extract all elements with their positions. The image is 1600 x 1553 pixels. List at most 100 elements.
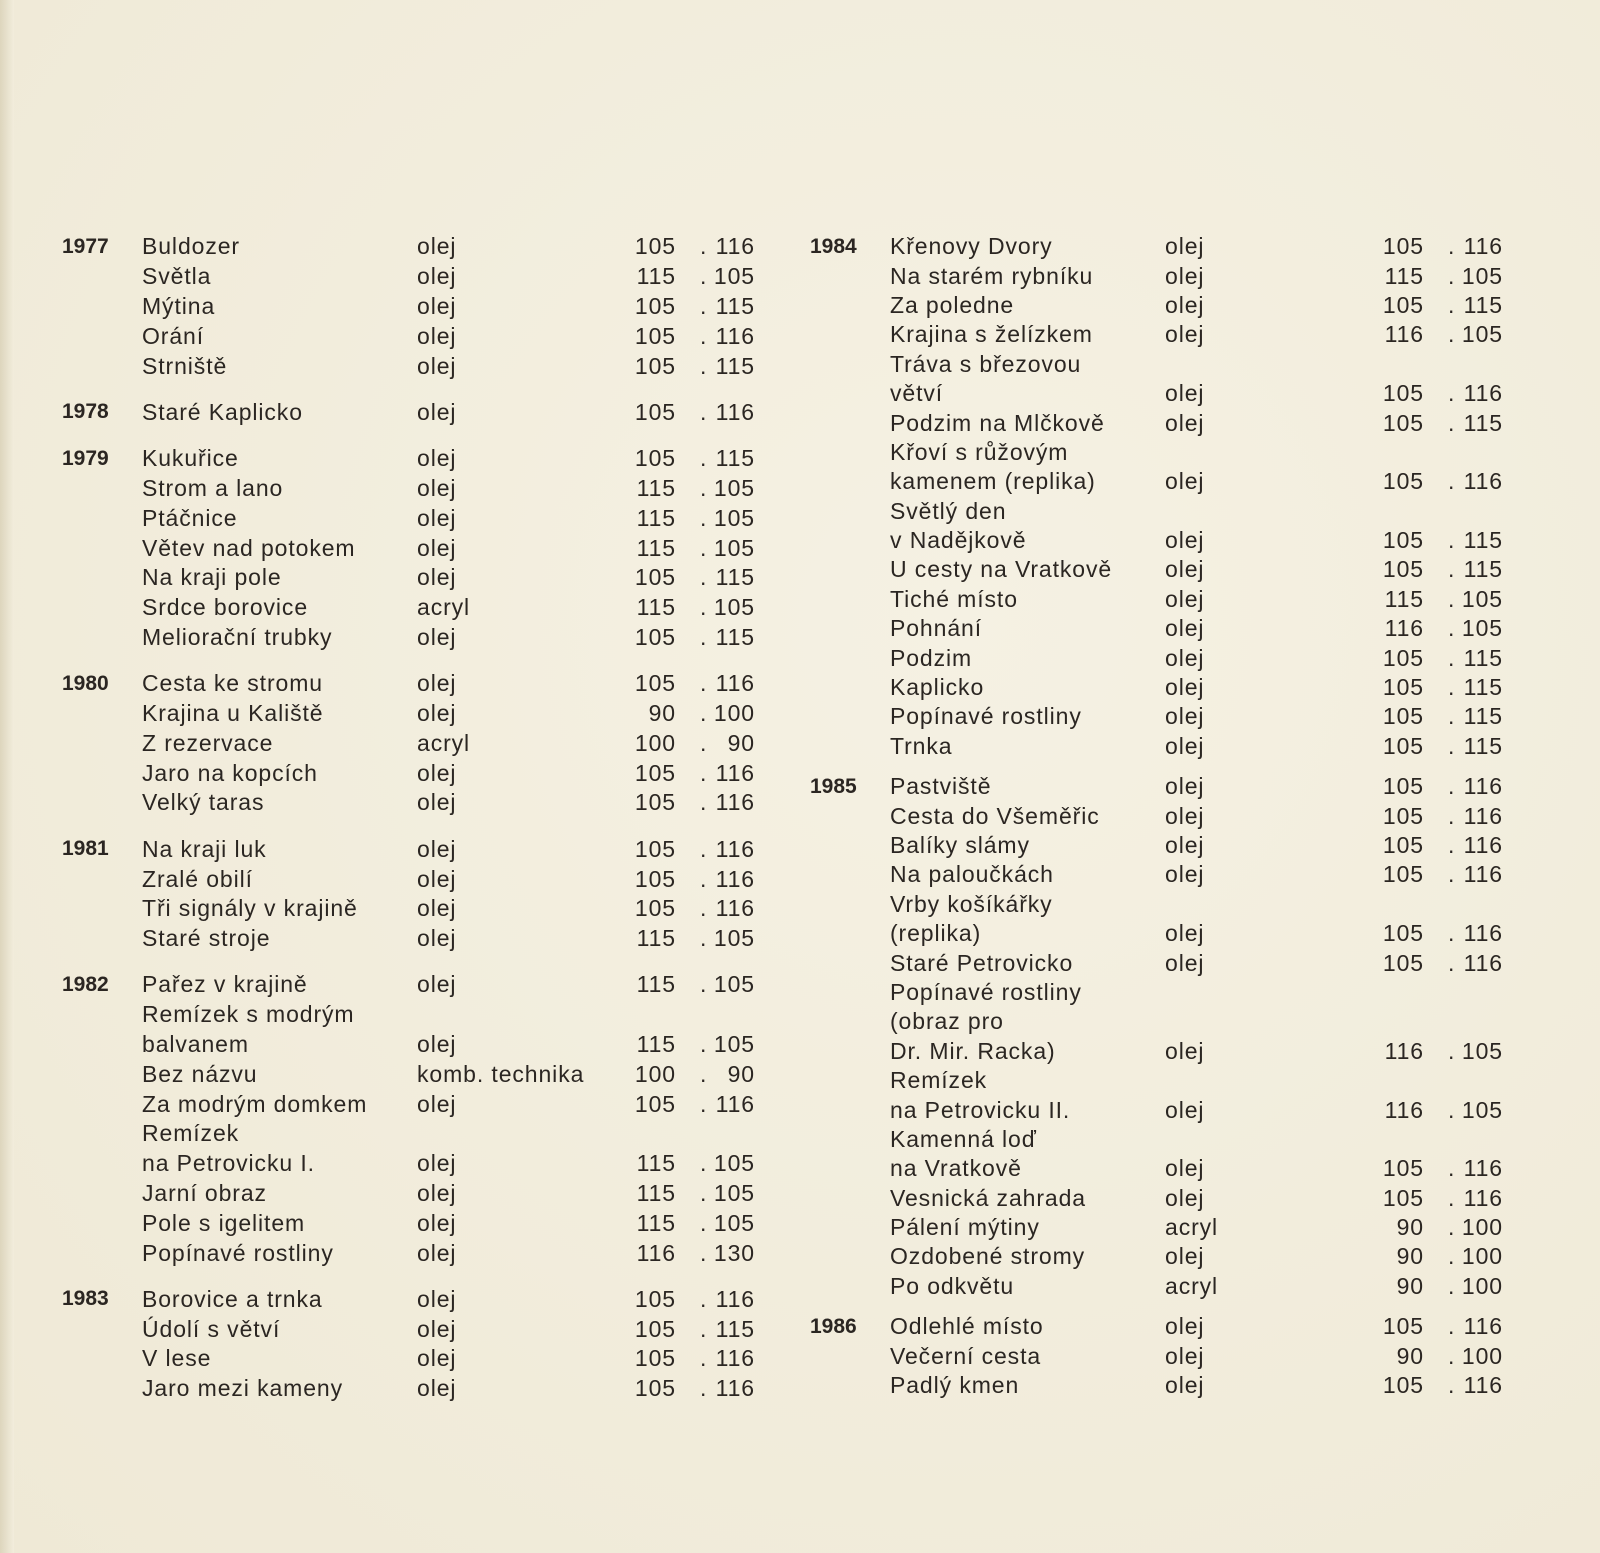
dimension-separator: . xyxy=(700,1031,708,1058)
artwork-title: Meliorační trubky xyxy=(142,623,333,650)
artwork-title: Tiché místo xyxy=(890,585,1018,612)
artwork-width: 116 xyxy=(1384,615,1424,642)
artwork-width: 105 xyxy=(634,352,676,379)
dimension-separator: . xyxy=(700,1150,708,1177)
artwork-medium: olej xyxy=(1165,527,1205,554)
catalog-row: Cesta do Všeměřic olej 105. 116 xyxy=(810,801,1527,830)
catalog-row: Remízek xyxy=(810,1066,1527,1095)
artwork-height: 116 xyxy=(1463,949,1503,976)
artwork-width: 105 xyxy=(1382,644,1424,671)
year-label: 1978 xyxy=(62,400,109,424)
artwork-medium: olej xyxy=(417,1375,457,1402)
dimension-separator: . xyxy=(700,895,708,922)
artwork-height-cell: . 115 xyxy=(1448,292,1527,319)
artwork-width: 105 xyxy=(634,233,676,260)
year-label: 1981 xyxy=(62,837,109,861)
dimension-separator: . xyxy=(1448,527,1456,554)
artwork-medium: olej xyxy=(1165,674,1205,701)
artwork-height: 116 xyxy=(1463,1372,1503,1399)
artwork-height-cell: . 116 xyxy=(1448,233,1527,260)
catalog-row: Jaro na kopcích olej 105. 116 xyxy=(62,758,779,788)
artwork-height: 116 xyxy=(1463,1313,1503,1340)
artwork-title: Remízek s modrým xyxy=(142,1001,355,1028)
artwork-height-cell: . 90 xyxy=(700,730,779,757)
artwork-width: 115 xyxy=(636,534,676,561)
dimension-separator: . xyxy=(700,1060,708,1087)
artwork-title: Jaro na kopcích xyxy=(142,759,318,786)
artwork-width: 105 xyxy=(634,670,676,697)
dimension-separator: . xyxy=(700,1090,708,1117)
catalog-row: na Vratkově olej 105. 116 xyxy=(810,1154,1527,1183)
artwork-height: 105 xyxy=(713,971,755,998)
artwork-width: 90 xyxy=(1396,1243,1424,1270)
catalog-row: Trnka olej 105. 115 xyxy=(810,732,1527,761)
artwork-medium: olej xyxy=(1165,732,1205,759)
artwork-height: 115 xyxy=(1463,644,1503,671)
artwork-height-cell: . 116 xyxy=(1448,380,1527,407)
artwork-height: 115 xyxy=(1463,527,1503,554)
artwork-height: 105 xyxy=(1461,1096,1503,1123)
artwork-height: 105 xyxy=(713,1031,755,1058)
artwork-width: 105 xyxy=(1382,1184,1424,1211)
year-label: 1984 xyxy=(810,234,857,258)
catalog-row: Remízek s modrým xyxy=(62,1000,779,1030)
artwork-height: 116 xyxy=(715,1345,755,1372)
artwork-height: 105 xyxy=(713,504,755,531)
year-label: 1980 xyxy=(62,671,109,695)
artwork-height-cell: . 116 xyxy=(1448,1313,1527,1340)
year-group: 1980 Cesta ke stromu olej 105. 116 Krajina u … xyxy=(62,669,779,818)
dimension-separator: . xyxy=(1448,1096,1456,1123)
artwork-title: Staré Kaplicko xyxy=(142,398,303,425)
artwork-height-cell: . 90 xyxy=(700,1061,779,1088)
artwork-height-cell: . 100 xyxy=(1448,1273,1527,1300)
artwork-title: Vrby košíkářky xyxy=(890,890,1053,917)
artwork-width: 105 xyxy=(1382,1313,1424,1340)
artwork-medium: olej xyxy=(417,670,457,697)
dimension-separator: . xyxy=(700,292,708,319)
artwork-medium: olej xyxy=(1165,703,1205,730)
artwork-height-cell: . 100 xyxy=(700,700,779,727)
catalog-row: 1977 Buldozer olej 105. 116 xyxy=(62,232,779,262)
artwork-title: Remízek xyxy=(142,1120,240,1147)
artwork-height: 116 xyxy=(715,759,755,786)
artwork-width: 105 xyxy=(1382,773,1424,800)
artwork-medium: olej xyxy=(417,1031,457,1058)
artwork-medium: olej xyxy=(1165,1372,1205,1399)
artwork-height-cell: . 105 xyxy=(700,535,779,562)
artwork-title: Ptáčnice xyxy=(142,504,238,531)
artwork-medium: olej xyxy=(1165,556,1205,583)
artwork-width: 105 xyxy=(1382,527,1424,554)
artwork-title: Světlý den xyxy=(890,497,1007,524)
artwork-title: Ozdobené stromy xyxy=(890,1243,1086,1270)
artwork-height-cell: . 116 xyxy=(1448,861,1527,888)
dimension-separator: . xyxy=(1448,1243,1456,1270)
artwork-medium: olej xyxy=(417,759,457,786)
catalog-row: 1978 Staré Kaplicko olej 105. 116 xyxy=(62,397,779,427)
artwork-medium: olej xyxy=(417,398,457,425)
artwork-width: 115 xyxy=(636,474,676,501)
catalog-row: Podzim na Mlčkově olej 105. 115 xyxy=(810,408,1527,437)
catalog-row: Světla olej 115. 105 xyxy=(62,262,779,292)
catalog-row: Zralé obilí olej 105. 116 xyxy=(62,864,779,894)
artwork-height-cell: . 130 xyxy=(700,1240,779,1267)
dimension-separator: . xyxy=(1448,1342,1456,1369)
artwork-title: Cesta ke stromu xyxy=(142,670,323,697)
dimension-separator: . xyxy=(700,1345,708,1372)
catalog-row: 1982 Pařez v krajině olej 115. 105 xyxy=(62,970,779,1000)
artwork-title: (obraz pro xyxy=(890,1008,1004,1035)
artwork-title: Tráva s březovou xyxy=(890,350,1082,377)
artwork-width: 115 xyxy=(636,925,676,952)
catalog-row: 1983 Borovice a trnka olej 105. 116 xyxy=(62,1285,779,1315)
artwork-medium: olej xyxy=(1165,949,1205,976)
artwork-width: 105 xyxy=(634,445,676,472)
artwork-height-cell: . 105 xyxy=(700,1150,779,1177)
artwork-height: 115 xyxy=(1463,674,1503,701)
artwork-height-cell: . 115 xyxy=(1448,645,1527,672)
artwork-title: Mýtina xyxy=(142,292,216,319)
dimension-separator: . xyxy=(1448,802,1456,829)
dimension-separator: . xyxy=(1448,920,1456,947)
artwork-medium: olej xyxy=(1165,1096,1205,1123)
artwork-medium: acryl xyxy=(417,594,471,621)
artwork-height-cell: . 115 xyxy=(700,353,779,380)
